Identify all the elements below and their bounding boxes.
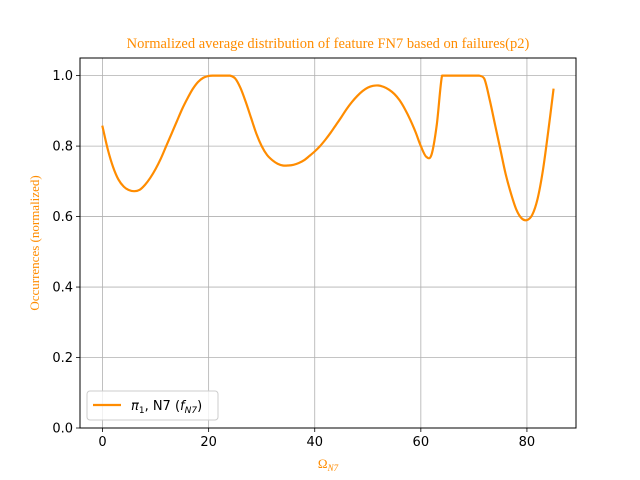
chart-title: Normalized average distribution of featu… xyxy=(127,36,530,52)
x-tick-label: 40 xyxy=(306,435,323,450)
series-line-fn7 xyxy=(101,74,555,222)
legend-label: π1, N7 (fN7) xyxy=(131,399,202,416)
y-tick-label: 1.0 xyxy=(52,69,73,84)
y-tick-label: 0.2 xyxy=(52,351,73,366)
legend-box xyxy=(86,390,219,421)
y-tick-label: 0.0 xyxy=(52,422,73,437)
x-axis-label-subscript: N7 xyxy=(327,463,339,473)
grid xyxy=(80,58,576,429)
y-axis-label: Occurrences (normalized) xyxy=(27,175,42,310)
y-tick-label: 0.4 xyxy=(52,281,73,296)
y-tick-label: 0.6 xyxy=(52,210,73,225)
legend: π1, N7 (fN7) xyxy=(86,390,219,421)
axis-ticks: 0 20 40 60 80 0.0 0.2 0.4 0.6 0.8 1.0 xyxy=(52,69,535,450)
y-tick-label: 0.8 xyxy=(52,140,73,155)
x-axis-label: ΩN7 xyxy=(318,456,339,473)
x-tick-label: 80 xyxy=(519,435,536,450)
x-tick-label: 60 xyxy=(413,435,430,450)
x-tick-label: 20 xyxy=(200,435,217,450)
plot-frame xyxy=(79,57,577,429)
x-tick-label: 0 xyxy=(98,435,106,450)
